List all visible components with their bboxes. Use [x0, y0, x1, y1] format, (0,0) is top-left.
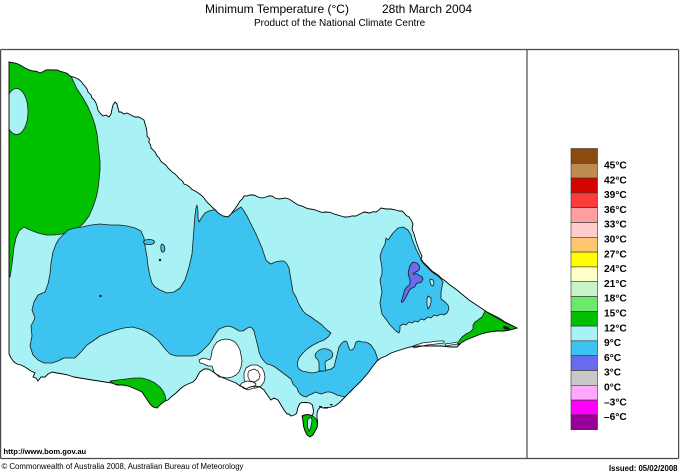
svg-text:12°C: 12°C	[604, 323, 627, 334]
svg-text:45°C: 45°C	[604, 161, 627, 172]
svg-text:3°C: 3°C	[604, 368, 622, 379]
svg-text:42°C: 42°C	[604, 175, 627, 186]
svg-text:33°C: 33°C	[604, 220, 627, 231]
svg-text:–6°C: –6°C	[604, 412, 627, 423]
svg-text:15°C: 15°C	[604, 309, 627, 320]
svg-text:9°C: 9°C	[604, 338, 622, 349]
svg-text:24°C: 24°C	[604, 264, 627, 275]
svg-text:21°C: 21°C	[604, 279, 627, 290]
svg-text:–3°C: –3°C	[604, 397, 627, 408]
svg-text:0°C: 0°C	[604, 383, 622, 394]
svg-text:6°C: 6°C	[604, 353, 622, 364]
svg-text:30°C: 30°C	[604, 235, 627, 246]
svg-text:36°C: 36°C	[604, 205, 627, 216]
svg-text:18°C: 18°C	[604, 294, 627, 305]
svg-text:27°C: 27°C	[604, 249, 627, 260]
svg-text:39°C: 39°C	[604, 190, 627, 201]
